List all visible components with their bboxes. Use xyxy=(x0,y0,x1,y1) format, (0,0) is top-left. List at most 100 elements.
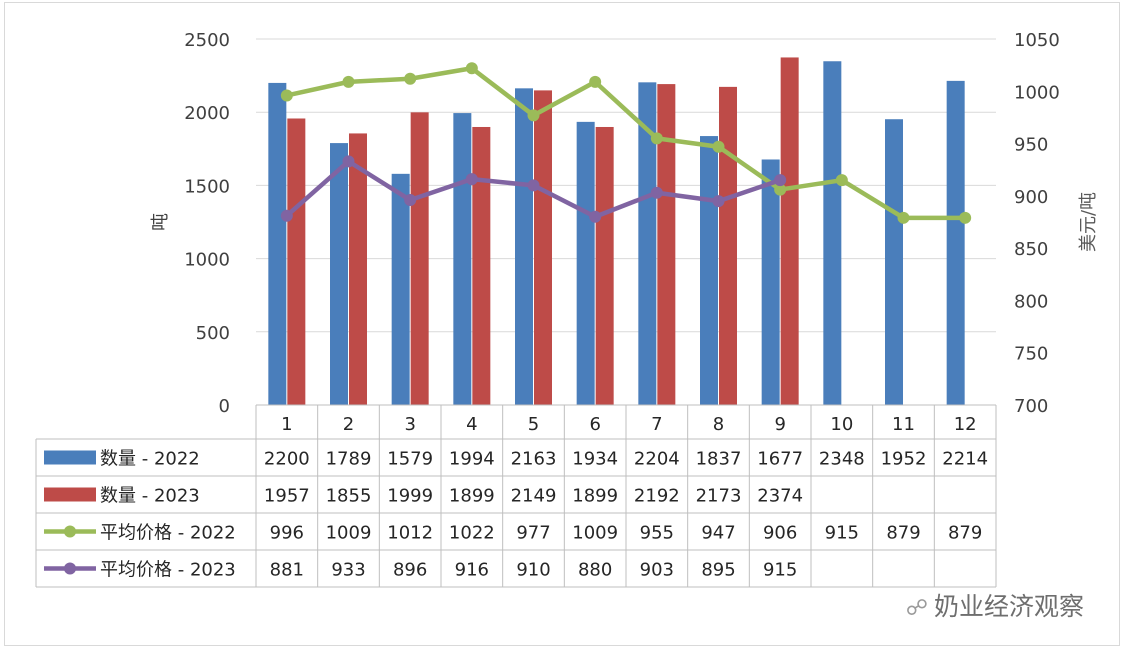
data-point xyxy=(589,210,602,223)
legend-label: 平均价格 - 2022 xyxy=(100,523,236,544)
data-point xyxy=(959,211,972,224)
y-axis-title: 吨 xyxy=(150,213,171,231)
y2-tick-label: 750 xyxy=(1014,344,1048,365)
table-cell: 933 xyxy=(331,560,365,581)
table-cell: 1994 xyxy=(449,449,495,470)
bar xyxy=(330,143,348,405)
table-cell: 903 xyxy=(640,560,674,581)
table-cell: 880 xyxy=(578,560,612,581)
table-cell: 1999 xyxy=(387,486,433,507)
x-tick-label: 5 xyxy=(528,414,539,435)
table-cell: 1957 xyxy=(264,486,310,507)
data-point xyxy=(465,173,478,186)
data-point xyxy=(650,186,663,199)
bar xyxy=(410,112,429,405)
table-cell: 896 xyxy=(393,560,427,581)
y2-axis-title: 美元/吨 xyxy=(1078,192,1099,252)
table-cell: 1855 xyxy=(326,486,372,507)
data-point xyxy=(897,211,910,224)
data-point xyxy=(774,174,787,187)
table-cell: 881 xyxy=(270,560,304,581)
x-tick-label: 3 xyxy=(404,414,415,435)
table-cell: 2348 xyxy=(819,449,865,470)
table-cell: 2214 xyxy=(942,449,988,470)
legend-label: 平均价格 - 2023 xyxy=(100,560,236,581)
x-tick-label: 9 xyxy=(774,414,785,435)
bar xyxy=(576,121,595,405)
table-cell: 910 xyxy=(516,560,550,581)
data-point xyxy=(342,155,355,168)
y2-tick-label: 900 xyxy=(1014,187,1048,208)
data-point xyxy=(650,132,663,145)
bar xyxy=(719,86,737,405)
bar xyxy=(349,133,367,406)
table-cell: 2173 xyxy=(696,486,742,507)
y2-tick-label: 800 xyxy=(1014,291,1048,312)
y2-tick-label: 700 xyxy=(1014,396,1048,417)
data-point xyxy=(404,194,417,207)
table-cell: 879 xyxy=(948,523,982,544)
bar xyxy=(453,113,472,405)
bar xyxy=(885,119,903,405)
data-point xyxy=(527,179,540,192)
table-cell: 2200 xyxy=(264,449,310,470)
bar xyxy=(515,88,533,406)
table-cell: 1012 xyxy=(387,523,433,544)
y-tick-label: 500 xyxy=(196,323,230,344)
x-tick-label: 7 xyxy=(651,414,662,435)
bar xyxy=(823,61,842,405)
chart-frame xyxy=(4,2,1120,646)
series-line xyxy=(286,66,966,221)
table-cell: 996 xyxy=(270,523,304,544)
bar xyxy=(472,126,491,406)
x-tick-label: 1 xyxy=(281,414,292,435)
watermark: ☍ 奶业经济观察 xyxy=(906,587,1084,623)
bar xyxy=(595,126,614,406)
bar xyxy=(638,82,657,405)
legend-swatch xyxy=(44,450,96,465)
x-tick-label: 2 xyxy=(343,414,354,435)
table-cell: 1009 xyxy=(326,523,372,544)
legend-swatch xyxy=(44,487,96,502)
data-point xyxy=(527,109,540,122)
data-point xyxy=(404,72,417,85)
table-cell: 2204 xyxy=(634,449,680,470)
data-point xyxy=(280,209,293,222)
x-tick-label: 6 xyxy=(589,414,600,435)
data-point xyxy=(342,75,355,88)
y2-tick-label: 1050 xyxy=(1014,30,1060,51)
table-cell: 2163 xyxy=(511,449,557,470)
table-cell: 906 xyxy=(763,523,797,544)
legend-label: 数量 - 2023 xyxy=(100,486,200,507)
legend-marker xyxy=(64,525,76,538)
table-cell: 1009 xyxy=(572,523,618,544)
legend-label: 数量 - 2022 xyxy=(100,449,200,470)
x-tick-label: 12 xyxy=(954,414,977,435)
y-tick-label: 2500 xyxy=(184,30,230,51)
data-point xyxy=(465,62,478,75)
y2-tick-label: 950 xyxy=(1014,135,1048,156)
bar xyxy=(534,90,552,405)
y2-tick-label: 850 xyxy=(1014,239,1048,260)
wechat-icon: ☍ xyxy=(905,596,928,621)
data-point xyxy=(712,195,725,208)
data-point xyxy=(589,75,602,88)
bar xyxy=(268,82,287,406)
table-cell: 1899 xyxy=(449,486,495,507)
table-cell: 1899 xyxy=(572,486,618,507)
bar xyxy=(761,159,780,405)
y-tick-label: 0 xyxy=(219,396,230,417)
bar xyxy=(657,84,676,406)
x-tick-label: 11 xyxy=(892,414,915,435)
table-cell: 1677 xyxy=(757,449,803,470)
table-cell: 879 xyxy=(886,523,920,544)
table-cell: 977 xyxy=(516,523,550,544)
data-point xyxy=(774,183,787,196)
table-cell: 955 xyxy=(640,523,674,544)
table-cell: 947 xyxy=(701,523,735,544)
y-tick-label: 1000 xyxy=(184,250,230,271)
x-tick-label: 4 xyxy=(466,414,477,435)
table-cell: 2374 xyxy=(757,486,803,507)
table-cell: 895 xyxy=(701,560,735,581)
